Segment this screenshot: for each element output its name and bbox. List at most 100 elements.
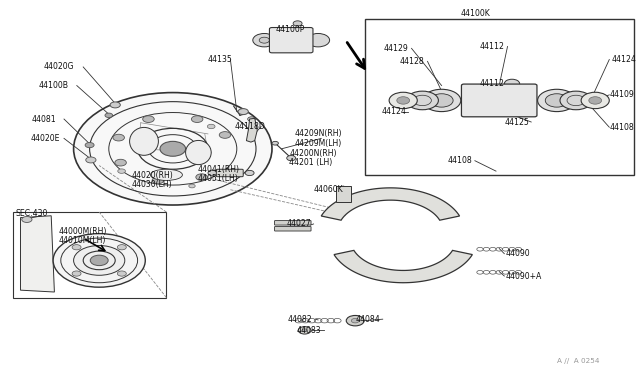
- Circle shape: [389, 92, 417, 109]
- Text: 44109: 44109: [609, 90, 634, 99]
- FancyBboxPatch shape: [216, 169, 243, 177]
- Circle shape: [238, 109, 248, 115]
- Circle shape: [560, 91, 592, 110]
- Polygon shape: [20, 216, 54, 292]
- Text: 44128: 44128: [400, 57, 425, 66]
- Text: 44090: 44090: [506, 249, 530, 258]
- Circle shape: [397, 97, 410, 104]
- Circle shape: [117, 245, 126, 250]
- Text: 44051(LH): 44051(LH): [197, 174, 238, 183]
- Circle shape: [105, 113, 113, 118]
- Ellipse shape: [150, 169, 182, 180]
- Circle shape: [22, 217, 32, 222]
- Polygon shape: [246, 118, 257, 142]
- FancyBboxPatch shape: [13, 212, 166, 298]
- Ellipse shape: [186, 140, 211, 164]
- Text: SEC.430: SEC.430: [16, 209, 49, 218]
- Circle shape: [248, 117, 255, 121]
- Circle shape: [581, 92, 609, 109]
- Circle shape: [538, 89, 576, 112]
- Circle shape: [90, 255, 108, 266]
- Circle shape: [53, 234, 145, 287]
- Circle shape: [504, 79, 520, 88]
- Circle shape: [110, 102, 120, 108]
- Text: 44082: 44082: [288, 315, 312, 324]
- Circle shape: [346, 315, 364, 326]
- Circle shape: [351, 318, 359, 323]
- Text: 44020G: 44020G: [44, 62, 74, 71]
- Circle shape: [85, 142, 94, 148]
- Circle shape: [339, 191, 349, 197]
- FancyBboxPatch shape: [336, 186, 351, 202]
- Circle shape: [72, 271, 81, 276]
- Circle shape: [86, 157, 96, 163]
- Circle shape: [272, 141, 278, 145]
- Text: A //  A 0254: A // A 0254: [557, 358, 599, 364]
- Text: 44100K: 44100K: [461, 9, 490, 17]
- Circle shape: [208, 170, 218, 176]
- Text: 44083: 44083: [296, 326, 321, 335]
- Circle shape: [307, 33, 330, 47]
- FancyBboxPatch shape: [461, 84, 537, 117]
- Circle shape: [422, 89, 461, 112]
- Circle shape: [189, 184, 195, 188]
- Circle shape: [302, 329, 307, 332]
- FancyBboxPatch shape: [365, 19, 634, 175]
- Text: 44060K: 44060K: [314, 185, 343, 194]
- Circle shape: [117, 271, 126, 276]
- Circle shape: [152, 177, 164, 184]
- Ellipse shape: [74, 93, 272, 205]
- Polygon shape: [321, 188, 460, 220]
- Circle shape: [160, 141, 186, 156]
- Circle shape: [143, 116, 154, 122]
- Text: 44090+A: 44090+A: [506, 272, 542, 280]
- Text: 44030(LH): 44030(LH): [131, 180, 172, 189]
- Text: 44100B: 44100B: [38, 81, 68, 90]
- Circle shape: [293, 21, 302, 26]
- Circle shape: [72, 245, 81, 250]
- Circle shape: [115, 159, 126, 166]
- Text: 44112: 44112: [480, 42, 505, 51]
- Circle shape: [220, 132, 231, 138]
- Text: 44129: 44129: [384, 44, 409, 53]
- Circle shape: [245, 170, 254, 176]
- Text: 44027: 44027: [287, 219, 311, 228]
- Text: 44124: 44124: [381, 107, 406, 116]
- Text: 44020E: 44020E: [31, 134, 60, 143]
- Text: 44100P: 44100P: [275, 25, 305, 34]
- Text: 44108: 44108: [609, 123, 634, 132]
- Circle shape: [298, 327, 311, 334]
- Text: 44084: 44084: [356, 315, 381, 324]
- FancyBboxPatch shape: [269, 28, 313, 53]
- Circle shape: [191, 116, 203, 122]
- Text: 44081: 44081: [32, 115, 57, 124]
- Text: 44135: 44135: [208, 55, 233, 64]
- Polygon shape: [334, 250, 472, 283]
- Text: 44020(RH): 44020(RH): [131, 171, 173, 180]
- Text: 44124: 44124: [611, 55, 636, 64]
- Circle shape: [287, 155, 296, 161]
- Circle shape: [406, 91, 438, 110]
- Circle shape: [118, 169, 125, 173]
- Circle shape: [430, 94, 453, 107]
- Circle shape: [545, 94, 568, 107]
- Text: 44000M(RH): 44000M(RH): [59, 227, 108, 236]
- Text: 44118D: 44118D: [235, 122, 266, 131]
- Text: 44112: 44112: [480, 79, 505, 88]
- Circle shape: [259, 37, 269, 43]
- Text: 44209M(LH): 44209M(LH): [294, 139, 342, 148]
- Circle shape: [207, 124, 215, 129]
- Circle shape: [74, 246, 125, 275]
- Circle shape: [253, 33, 276, 47]
- Text: 44209N(RH): 44209N(RH): [294, 129, 342, 138]
- Text: 44200N(RH): 44200N(RH): [289, 149, 337, 158]
- Circle shape: [113, 134, 124, 141]
- Circle shape: [589, 97, 602, 104]
- Text: 44201 (LH): 44201 (LH): [289, 158, 333, 167]
- Text: 44041(RH): 44041(RH): [197, 165, 239, 174]
- Text: 44010M(LH): 44010M(LH): [59, 236, 106, 245]
- Text: 44125: 44125: [504, 118, 529, 126]
- FancyBboxPatch shape: [275, 221, 311, 225]
- Text: 44108: 44108: [448, 156, 473, 165]
- Ellipse shape: [130, 127, 159, 155]
